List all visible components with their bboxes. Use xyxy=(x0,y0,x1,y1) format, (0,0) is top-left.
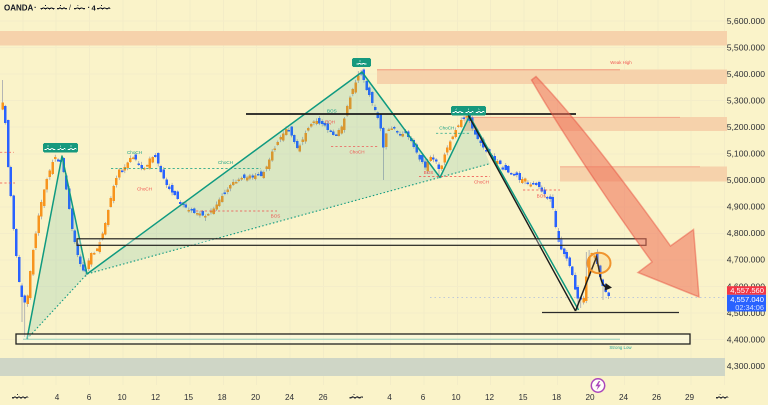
svg-text:5,000.000: 5,000.000 xyxy=(727,175,765,185)
svg-text:20: 20 xyxy=(251,393,261,402)
svg-text:29: 29 xyxy=(685,393,695,402)
svg-text:4,900.000: 4,900.000 xyxy=(727,202,765,212)
svg-text:4,557.560: 4,557.560 xyxy=(730,286,764,295)
svg-text:5,200.000: 5,200.000 xyxy=(727,122,765,132)
svg-text:ChoCH: ChoCH xyxy=(127,150,142,155)
svg-text:10: 10 xyxy=(451,393,461,402)
svg-text:6: 6 xyxy=(421,393,426,402)
svg-text:02:34:06: 02:34:06 xyxy=(735,303,764,312)
svg-text:15: 15 xyxy=(184,393,194,402)
svg-text:BOS: BOS xyxy=(327,109,337,114)
svg-text:10: 10 xyxy=(117,393,127,402)
svg-text:4,400.000: 4,400.000 xyxy=(727,334,765,344)
svg-text:/: / xyxy=(69,5,71,12)
svg-text:4: 4 xyxy=(55,393,60,402)
svg-text:OANDA: OANDA xyxy=(4,4,34,13)
svg-text:BOS: BOS xyxy=(424,170,434,175)
svg-text:4,300.000: 4,300.000 xyxy=(727,361,765,371)
svg-text:4: 4 xyxy=(92,4,97,13)
svg-text:BOS: BOS xyxy=(537,194,547,199)
svg-text:5,400.000: 5,400.000 xyxy=(727,69,765,79)
svg-text:12: 12 xyxy=(485,393,495,402)
svg-text:5,100.000: 5,100.000 xyxy=(727,149,765,159)
svg-text:Strong Low: Strong Low xyxy=(609,345,632,350)
svg-text:24: 24 xyxy=(285,393,295,402)
svg-text:12: 12 xyxy=(151,393,161,402)
svg-text:20: 20 xyxy=(585,393,595,402)
svg-text:·: · xyxy=(34,3,37,12)
svg-text:24: 24 xyxy=(619,393,629,402)
svg-text:18: 18 xyxy=(552,393,562,402)
svg-text:·: · xyxy=(88,3,91,12)
svg-text:26: 26 xyxy=(652,393,662,402)
svg-text:4,500.000: 4,500.000 xyxy=(727,308,765,318)
svg-text:ChoCH: ChoCH xyxy=(218,160,233,165)
svg-text:4,700.000: 4,700.000 xyxy=(727,255,765,265)
svg-text:4: 4 xyxy=(387,393,392,402)
svg-text:26: 26 xyxy=(318,393,328,402)
svg-text:15: 15 xyxy=(518,393,528,402)
svg-text:6: 6 xyxy=(87,393,92,402)
svg-text:4,800.000: 4,800.000 xyxy=(727,228,765,238)
svg-text:BOS: BOS xyxy=(271,214,281,219)
svg-text:4,557.040: 4,557.040 xyxy=(730,295,764,304)
svg-text:Weak High: Weak High xyxy=(610,60,632,65)
svg-text:ChoCH: ChoCH xyxy=(137,187,152,192)
svg-text:5,300.000: 5,300.000 xyxy=(727,95,765,105)
svg-text:18: 18 xyxy=(217,393,227,402)
svg-text:5,500.000: 5,500.000 xyxy=(727,42,765,52)
svg-text:EQH: EQH xyxy=(325,120,335,125)
svg-text:ChoCH: ChoCH xyxy=(439,126,454,131)
svg-text:ChoCH: ChoCH xyxy=(474,180,489,185)
svg-text:ChoCH: ChoCH xyxy=(349,150,364,155)
svg-text:5,600.000: 5,600.000 xyxy=(727,16,765,26)
